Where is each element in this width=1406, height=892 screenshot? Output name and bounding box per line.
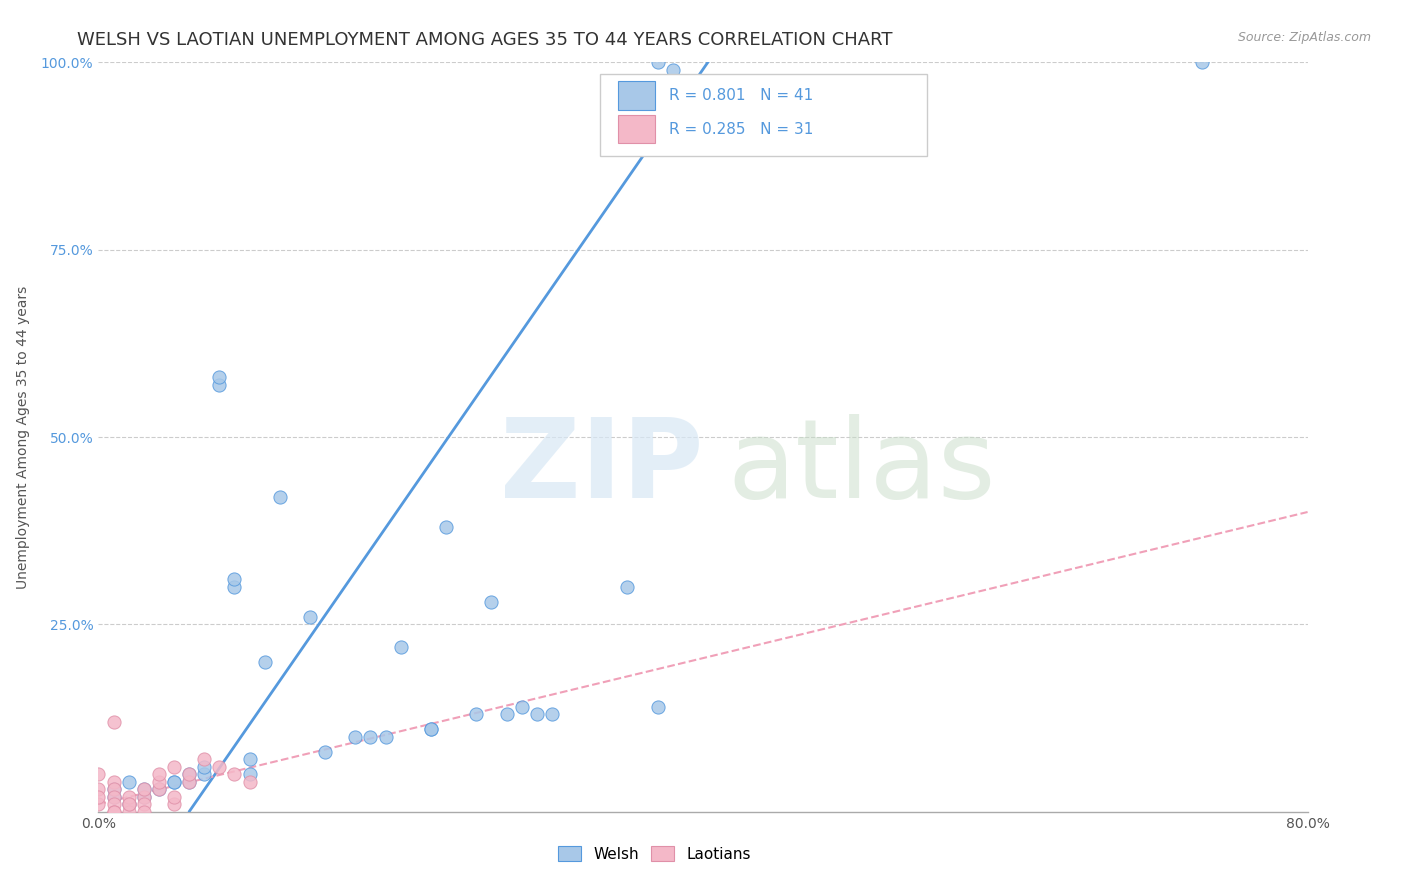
Point [661,62,683,77]
Point [87,789,110,804]
Point [103,805,125,819]
Point [103,782,125,797]
Point [360,730,382,744]
FancyBboxPatch shape [619,81,655,110]
Point [103,805,125,819]
FancyBboxPatch shape [600,74,927,156]
Point [132,805,155,819]
Text: WELSH VS LAOTIAN UNEMPLOYMENT AMONG AGES 35 TO 44 YEARS CORRELATION CHART: WELSH VS LAOTIAN UNEMPLOYMENT AMONG AGES… [77,31,893,49]
Point [103,714,125,729]
Point [132,782,155,797]
Point [87,782,110,797]
Point [148,782,170,797]
Point [132,789,155,804]
Point [465,707,488,722]
Text: atlas: atlas [727,414,995,521]
Point [148,782,170,797]
Point [103,789,125,804]
Point [132,797,155,812]
Point [118,774,141,789]
Point [526,707,548,722]
Point [540,707,562,722]
FancyBboxPatch shape [619,115,655,144]
Point [179,774,201,789]
Point [118,797,141,812]
Point [103,789,125,804]
Point [87,767,110,781]
Point [163,797,186,812]
Point [208,760,231,774]
Point [132,789,155,804]
Point [163,760,186,774]
Point [118,805,141,819]
Point [179,767,201,781]
Point [495,707,517,722]
Point [224,580,246,594]
Text: R = 0.285   N = 31: R = 0.285 N = 31 [669,121,814,136]
Point [239,774,262,789]
Point [103,797,125,812]
Point [344,730,367,744]
Point [148,767,170,781]
Point [239,767,262,781]
Point [239,752,262,766]
Point [118,797,141,812]
Point [163,774,186,789]
Point [420,723,443,737]
Point [481,595,503,609]
Point [193,760,215,774]
Text: ZIP: ZIP [499,414,703,521]
Point [179,767,201,781]
Point [179,774,201,789]
Text: R = 0.801   N = 41: R = 0.801 N = 41 [669,88,814,103]
Point [118,797,141,812]
Legend: Welsh, Laotians: Welsh, Laotians [553,839,756,868]
Point [103,774,125,789]
Point [208,377,231,392]
Point [269,490,291,504]
Point [299,610,322,624]
Text: Source: ZipAtlas.com: Source: ZipAtlas.com [1237,31,1371,45]
Point [253,655,276,669]
Point [389,640,412,654]
Point [87,797,110,812]
Point [163,789,186,804]
Point [434,520,457,534]
Point [208,370,231,384]
Point [647,55,669,70]
Point [374,730,396,744]
Point [1191,55,1213,70]
Point [118,789,141,804]
Point [193,767,215,781]
Point [510,699,533,714]
Point [103,782,125,797]
Point [314,745,336,759]
Y-axis label: Unemployment Among Ages 35 to 44 years: Unemployment Among Ages 35 to 44 years [15,285,30,589]
Point [132,782,155,797]
Point [224,573,246,587]
Point [647,699,669,714]
Point [148,774,170,789]
Point [420,723,443,737]
Point [193,752,215,766]
Point [163,774,186,789]
Point [616,580,638,594]
Point [224,767,246,781]
